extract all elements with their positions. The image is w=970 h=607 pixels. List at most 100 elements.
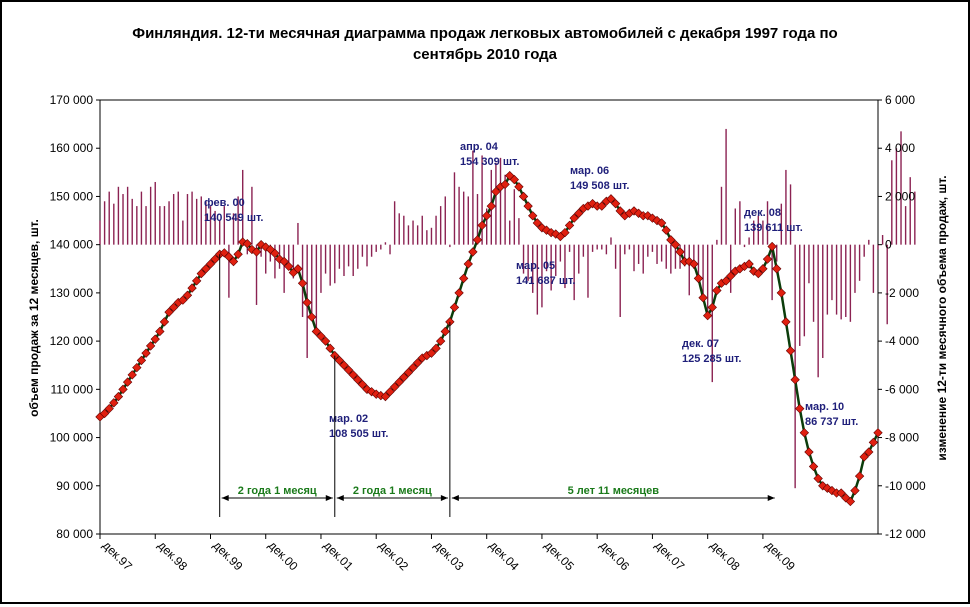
- sales-point: [385, 387, 395, 397]
- y2-tick-label: -12 000: [885, 527, 926, 541]
- change-bar: [255, 244, 258, 305]
- change-bar: [324, 244, 327, 274]
- change-bar: [601, 244, 603, 250]
- change-bar: [113, 203, 115, 245]
- change-bar: [393, 201, 396, 245]
- change-bar: [739, 201, 741, 245]
- change-bar: [854, 244, 856, 293]
- change-bar: [614, 244, 617, 269]
- change-bar: [439, 206, 442, 245]
- sales-point: [454, 288, 464, 298]
- change-bar: [831, 244, 833, 301]
- change-bar: [200, 196, 202, 245]
- sales-point: [661, 225, 671, 235]
- change-bar: [182, 220, 184, 245]
- sales-point: [707, 302, 717, 313]
- change-bar: [799, 244, 801, 346]
- annotation-month: мар. 05: [516, 260, 555, 272]
- y-tick-label: 110 000: [51, 382, 94, 396]
- sales-point: [813, 473, 823, 484]
- change-bar: [288, 244, 290, 264]
- chart-title-line2: сентябрь 2010 года: [413, 46, 558, 63]
- left-axis: 80 000 90 000 100 000 110 000 120 000 130 000…: [50, 93, 100, 541]
- sales-point: [334, 355, 345, 366]
- y-tick-label: 130 000: [50, 286, 94, 300]
- x-axis: дек.97 дек.98 дек.99 дек.00 дек.01 дек.02 дек.…: [99, 534, 798, 574]
- y-tick-label: 80 000: [56, 527, 93, 541]
- change-bar: [297, 222, 299, 245]
- duration-markers: 2 года 1 месяц 2 года 1 месяц 5 лет 11 мес…: [219, 254, 775, 517]
- change-bar: [582, 244, 585, 257]
- change-bar: [891, 160, 893, 245]
- change-bar: [352, 244, 354, 277]
- sales-point: [279, 256, 289, 267]
- sales-point: [449, 302, 460, 313]
- sales-point: [178, 295, 188, 305]
- change-bar: [886, 244, 888, 325]
- sales-point: [408, 362, 418, 373]
- annotation-month: апр. 04: [460, 141, 499, 153]
- annotation-value: 108 505 шт.: [329, 428, 388, 440]
- change-bar: [748, 237, 750, 245]
- chart-title-line1: Финляндия. 12-ти месячная диаграмма прод…: [132, 25, 837, 42]
- change-bar: [706, 244, 709, 317]
- change-bar: [904, 206, 907, 245]
- change-bar: [845, 244, 847, 317]
- change-bar: [656, 244, 658, 264]
- y-tick-label: 140 000: [50, 238, 94, 252]
- change-bar: [785, 169, 787, 245]
- change-bar: [541, 244, 543, 308]
- sales-point: [136, 355, 147, 366]
- change-bar: [421, 215, 423, 245]
- arrowhead-right: [440, 495, 448, 501]
- sales-point: [109, 398, 119, 408]
- change-bar: [380, 244, 382, 250]
- sales-point: [403, 367, 414, 378]
- change-bar: [384, 242, 387, 245]
- sales-point: [325, 343, 335, 354]
- change-bar: [610, 237, 612, 245]
- change-bar: [495, 162, 497, 245]
- y-tick-label: 170 000: [50, 93, 94, 107]
- change-bar: [753, 220, 755, 245]
- change-bar: [872, 244, 875, 293]
- annotations: фев. 00 140 549 шт. мар. 02 108 505 шт. апр.…: [204, 141, 858, 440]
- change-bar: [260, 244, 262, 257]
- change-bar: [564, 244, 566, 289]
- sales-point: [141, 348, 151, 358]
- change-bar: [545, 244, 548, 272]
- change-bar: [329, 244, 331, 286]
- change-bar: [472, 150, 474, 245]
- y2-tick-label: -6 000: [885, 382, 919, 396]
- sales-point: [99, 408, 110, 419]
- sales-point: [168, 302, 179, 313]
- change-bar: [228, 244, 230, 298]
- sales-point: [339, 360, 349, 370]
- arrowhead-left: [336, 495, 344, 501]
- sales-point: [228, 256, 239, 267]
- change-bar: [311, 244, 313, 317]
- change-bar: [375, 244, 377, 252]
- change-bar: [605, 244, 608, 255]
- sales-point: [486, 201, 496, 211]
- change-bar: [237, 196, 239, 245]
- change-bar: [163, 206, 166, 245]
- sales-point: [297, 278, 308, 288]
- change-bar: [122, 194, 124, 245]
- change-bar: [315, 244, 318, 330]
- change-bar: [195, 198, 198, 245]
- x-tick-label: дек.04: [487, 538, 522, 573]
- change-bar: [334, 244, 336, 284]
- x-tick-label: дек.98: [155, 538, 190, 573]
- sales-point: [785, 346, 796, 356]
- sales-point: [155, 326, 165, 337]
- annotation-value: 140 549 шт.: [204, 212, 263, 224]
- sales-point: [873, 428, 883, 438]
- change-bar: [637, 244, 640, 264]
- change-bar: [812, 244, 815, 322]
- sales-point: [164, 307, 174, 317]
- sales-point: [698, 293, 708, 303]
- annotation-month: фев. 00: [204, 197, 245, 209]
- change-bar: [274, 244, 276, 279]
